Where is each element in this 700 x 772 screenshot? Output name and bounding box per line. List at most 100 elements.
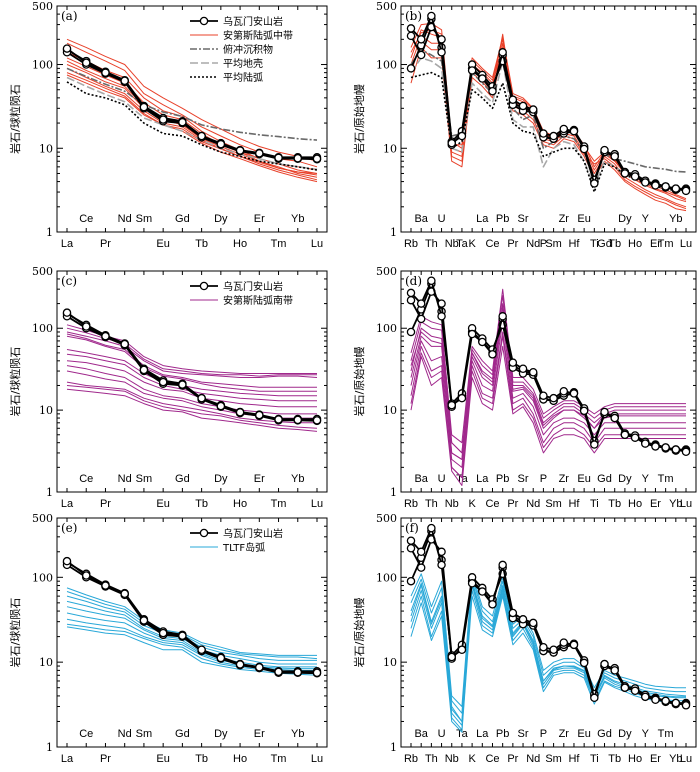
data-point (216, 401, 226, 411)
x-lower-label: Nb (445, 498, 459, 510)
x-upper-label: Dy (214, 728, 228, 740)
x-lower-label: Ho (233, 753, 247, 765)
y-axis-label: 岩石/球粒陨石 (8, 84, 22, 154)
data-point (216, 139, 226, 149)
x-lower-label: Lu (680, 498, 692, 510)
data-point (406, 536, 416, 545)
x-lower-label: Tm (271, 498, 287, 510)
x-upper-label: Tm (658, 473, 674, 485)
series-line (410, 22, 687, 200)
x-upper-label: Nd (118, 213, 132, 225)
y-tick-label: 10 (383, 404, 397, 417)
series-line (66, 67, 318, 141)
data-point (312, 154, 322, 163)
data-point (406, 295, 416, 305)
data-point (549, 645, 558, 655)
data-point (235, 660, 245, 669)
x-lower-label: Ce (485, 753, 499, 765)
panel-e: 1 10 100 500 Ce Nd Sm Gd Dy Er Yb La Pr Eu Tb Ho Tm Lu (e)… (8, 512, 328, 765)
plot-frame (56, 517, 328, 748)
data-point (488, 86, 497, 96)
x-upper-label: Ta (456, 728, 469, 740)
data-point (406, 288, 416, 298)
y-tick-label: 100 (32, 59, 53, 72)
x-upper-label: Ba (414, 728, 428, 740)
x-lower-label: Lu (311, 498, 323, 510)
x-upper-label: Yb (669, 213, 682, 225)
series-line (410, 335, 686, 479)
series-line (410, 306, 686, 460)
data-point (559, 124, 569, 134)
series-line (66, 623, 318, 675)
x-upper-label: Yb (291, 213, 304, 225)
x-upper-label: Ce (79, 728, 93, 740)
series-line (410, 313, 686, 460)
x-lower-label: Lu (311, 238, 323, 250)
series-line (66, 38, 318, 162)
data-point (539, 642, 548, 652)
series-line (410, 57, 687, 192)
x-upper-label: Y (642, 213, 650, 225)
data-point (62, 44, 72, 53)
data-point (274, 667, 283, 677)
x-upper-label: Dy (618, 473, 632, 485)
data-point (139, 102, 149, 112)
data-point (406, 544, 416, 553)
series-line (66, 385, 318, 429)
panel-label: (d) (405, 274, 422, 288)
data-point (579, 406, 589, 416)
legend-label: 俯冲沉积物 (223, 43, 273, 56)
data-point (518, 364, 528, 374)
series-line (410, 282, 686, 451)
data-point (406, 31, 416, 41)
series-line (66, 57, 318, 178)
x-lower-label: Er (650, 753, 661, 765)
x-lower-label: Ti (590, 498, 599, 510)
data-point (197, 393, 206, 403)
data-point (62, 556, 72, 566)
data-point (81, 58, 91, 68)
x-lower-label: Ho (233, 498, 247, 510)
data-point (498, 48, 507, 57)
series-line (410, 26, 686, 191)
data-point (620, 169, 630, 178)
data-point (139, 365, 149, 375)
y-tick-label: 1 (390, 741, 397, 754)
x-upper-label: Nd (118, 473, 132, 485)
data-point (274, 153, 283, 163)
x-lower-label: Nd (526, 498, 540, 510)
y-tick-label: 1 (46, 226, 53, 239)
data-point (661, 182, 670, 191)
data-point (406, 576, 416, 586)
data-point (661, 696, 670, 706)
x-upper-label: La (476, 728, 489, 740)
data-point (406, 327, 416, 337)
data-point (406, 24, 416, 33)
x-upper-label: Pb (496, 473, 509, 485)
data-point (681, 447, 691, 457)
x-lower-label: Tb (195, 238, 208, 250)
x-upper-label: Eu (577, 728, 590, 740)
data-point (158, 115, 168, 124)
series-line (410, 288, 686, 444)
data-point (120, 339, 129, 349)
data-point (101, 331, 110, 341)
x-lower-label: Hf (568, 753, 580, 765)
y-tick-label: 500 (32, 265, 53, 278)
x-upper-label: Dy (214, 473, 228, 485)
x-upper-label: Gd (175, 728, 190, 740)
x-upper-label: Y (642, 473, 650, 485)
plot-frame (400, 5, 697, 233)
data-point (437, 560, 446, 570)
x-lower-label: Eu (156, 753, 169, 765)
data-point (416, 547, 426, 557)
legend-label: 安第斯陆弧中带 (223, 29, 293, 42)
data-point (416, 314, 426, 324)
y-tick-label: 500 (32, 512, 53, 525)
x-upper-label: Eu (577, 473, 590, 485)
x-lower-label: Nd (526, 238, 540, 250)
x-lower-label: Nb (445, 753, 459, 765)
x-lower-label: Lu (680, 238, 692, 250)
legend-label: 平均陆弧 (223, 71, 263, 84)
